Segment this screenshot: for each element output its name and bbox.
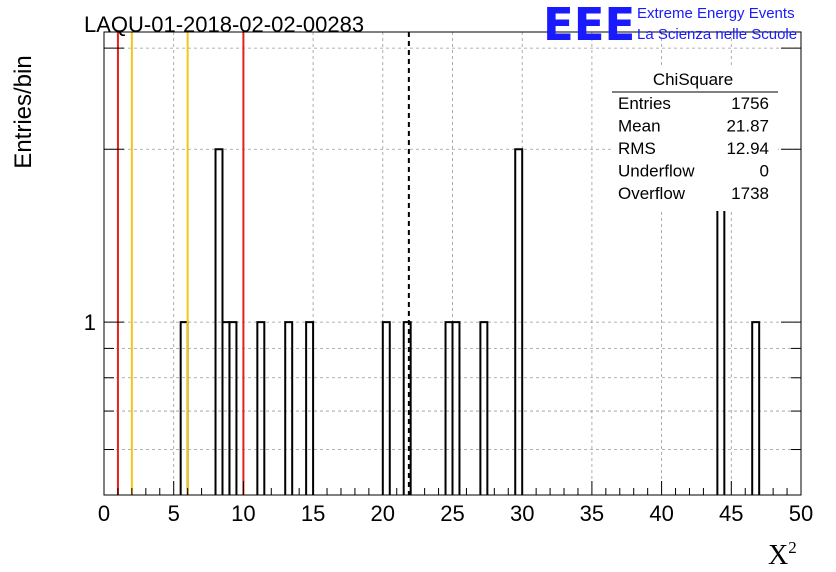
x-axis-label-superscript: 2 bbox=[788, 538, 797, 557]
stats-box: ChiSquare Entries 1756 Mean 21.87 RMS 12.94 Un… bbox=[612, 66, 778, 211]
x-axis-label-base: X bbox=[768, 540, 788, 571]
eee-logo: EEE Extreme Energy Events La Scienza nel… bbox=[543, 0, 797, 51]
stats-row-label: RMS bbox=[618, 139, 656, 158]
stats-row-label: Mean bbox=[618, 117, 661, 136]
histogram-bin bbox=[514, 148, 524, 495]
histogram-bin bbox=[284, 321, 294, 495]
stats-row-value: 1738 bbox=[731, 184, 769, 203]
stats-box-title: ChiSquare bbox=[653, 70, 733, 89]
x-tick-label: 30 bbox=[510, 501, 534, 526]
histogram-bin bbox=[451, 321, 461, 495]
x-axis-label: X2 bbox=[768, 538, 797, 571]
x-tick-label: 50 bbox=[789, 501, 813, 526]
histogram-bin bbox=[228, 321, 238, 495]
histogram-bin bbox=[479, 321, 489, 495]
x-tick-label: 10 bbox=[231, 501, 255, 526]
x-tick-label: 45 bbox=[719, 501, 743, 526]
x-tick-label: 15 bbox=[301, 501, 325, 526]
y-axis-label: Entries/bin bbox=[10, 55, 37, 168]
stats-row-label: Entries bbox=[618, 94, 671, 113]
x-tick-label: 35 bbox=[580, 501, 604, 526]
histogram-bin bbox=[402, 321, 412, 495]
x-tick-label: 0 bbox=[98, 501, 110, 526]
stats-row-label: Overflow bbox=[618, 184, 686, 203]
histogram-bins bbox=[179, 148, 761, 495]
x-tick-label: 5 bbox=[168, 501, 180, 526]
stats-row-value: 1756 bbox=[731, 94, 769, 113]
x-tick-label: 40 bbox=[649, 501, 673, 526]
stats-row-value: 12.94 bbox=[726, 139, 769, 158]
reference-lines bbox=[116, 32, 410, 495]
stats-row-value: 21.87 bbox=[726, 117, 769, 136]
chart-title: LAQU-01-2018-02-02-00283 bbox=[84, 12, 364, 37]
x-tick-label: 20 bbox=[371, 501, 395, 526]
stats-row-label: Underflow bbox=[618, 162, 695, 181]
eee-logo-line2: La Scienza nelle Scuole bbox=[637, 26, 797, 43]
stats-row-value: 0 bbox=[760, 162, 769, 181]
histogram-bin bbox=[256, 321, 266, 495]
histogram-bin bbox=[381, 321, 391, 495]
eee-logo-line1: Extreme Energy Events bbox=[637, 5, 795, 22]
axis-ticks: 0 5 10 15 20 25 30 35 40 45 50 1 bbox=[84, 47, 813, 526]
y-tick-label: 1 bbox=[84, 310, 96, 335]
histogram-bin bbox=[751, 321, 761, 495]
eee-logo-mark: EEE bbox=[543, 0, 635, 51]
histogram-bin bbox=[305, 321, 315, 495]
x-tick-label: 25 bbox=[440, 501, 464, 526]
